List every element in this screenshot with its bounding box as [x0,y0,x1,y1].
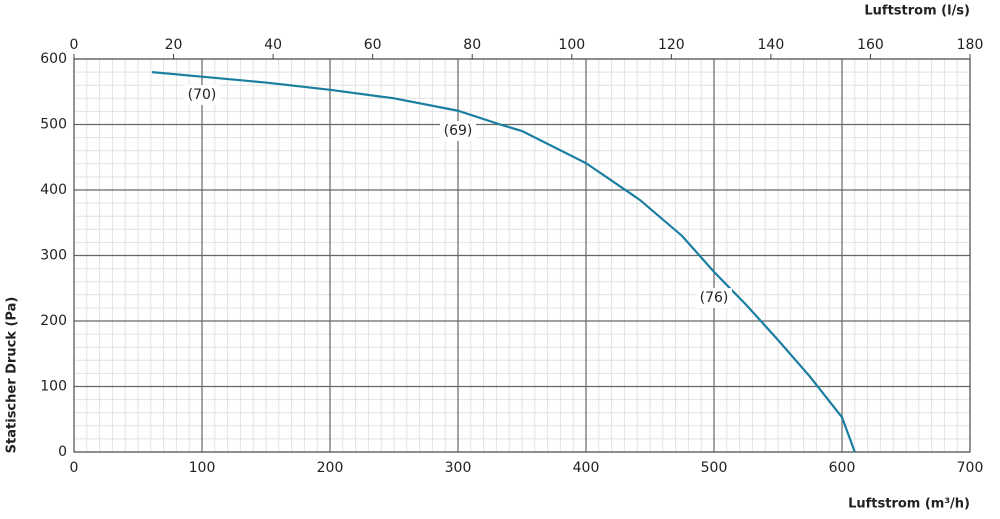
annotation-bg [184,85,220,106]
x-tick-label: 700 [957,460,984,476]
x2-tick-label: 120 [658,37,685,53]
x-tick-label: 300 [445,460,472,476]
x-tick-label: 500 [701,460,728,476]
annotation-bg [440,121,476,142]
y-tick-label: 300 [40,248,67,264]
annotation: (70) [188,87,217,103]
x2-tick-label: 140 [758,37,785,53]
x-tick-label: 600 [829,460,856,476]
x2-tick-label: 20 [165,37,183,53]
y-axis-label: Statischer Druck (Pa) [5,297,20,454]
x-tick-label: 200 [317,460,344,476]
x2-tick-label: 80 [463,37,481,53]
x-tick-label: 100 [189,460,216,476]
y-tick-label: 0 [58,444,67,460]
y-tick-label: 400 [40,182,67,198]
annotation: (76) [700,290,729,306]
x-tick-label: 0 [70,460,79,476]
x2-tick-label: 180 [957,37,984,53]
x2-tick-label: 40 [264,37,282,53]
y-tick-label: 600 [40,51,67,67]
y-tick-label: 100 [40,379,67,395]
x2-tick-label: 160 [857,37,884,53]
line [151,71,856,453]
x-axis-label: Luftstrom (m³/h) [848,497,970,512]
plot-frame [73,58,971,453]
y-tick-label: 500 [40,117,67,133]
annotation-bg [696,288,732,309]
x2-axis-label: Luftstrom (l/s) [864,4,970,19]
x2-tick-label: 0 [70,37,79,53]
annotation: (69) [444,123,473,139]
x-tick-label: 400 [573,460,600,476]
x2-tick-label: 60 [364,37,382,53]
x2-tick-label: 100 [558,37,585,53]
y-tick-label: 200 [40,313,67,329]
